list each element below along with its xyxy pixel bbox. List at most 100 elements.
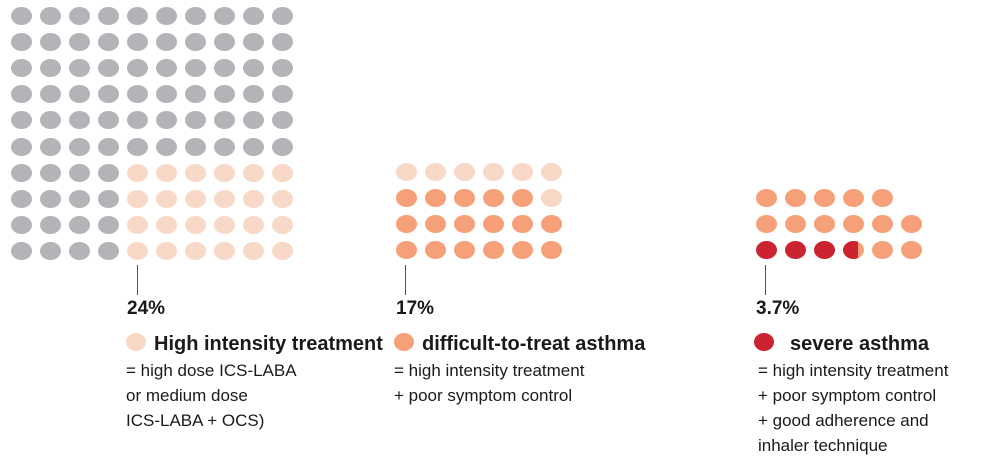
orange-dot (454, 241, 475, 260)
grey-dot (69, 85, 90, 104)
light_peach-dot (272, 189, 293, 208)
grey-dot (272, 137, 293, 156)
orange-swatch-icon (394, 333, 414, 351)
orange-dot (425, 189, 446, 208)
grey-dot (214, 59, 235, 78)
light_peach-dot (214, 241, 235, 260)
percent-label-3: 3.7% (756, 298, 800, 319)
orange-dot (425, 215, 446, 234)
light_peach-dot (127, 163, 148, 182)
light_peach-dot (214, 163, 235, 182)
light_peach-dot (214, 215, 235, 234)
grey-dot (11, 7, 32, 25)
legend-desc-line: inhaler technique (758, 436, 888, 455)
orange-dot (901, 215, 922, 234)
grey-dot (11, 137, 32, 156)
grey-dot (127, 85, 148, 104)
grey-dot (98, 33, 119, 52)
light_peach-dot (185, 189, 206, 208)
light_peach-dot (127, 241, 148, 260)
legend-title: High intensity treatment (154, 333, 383, 355)
light_peach-dot (156, 163, 177, 182)
orange-dot (512, 215, 533, 234)
light_peach-dot (156, 241, 177, 260)
grey-dot (98, 163, 119, 182)
light_peach-dot (156, 215, 177, 234)
grey-dot (98, 137, 119, 156)
red-swatch-icon (754, 333, 774, 351)
grey-dot (40, 33, 61, 52)
grey-dot (185, 137, 206, 156)
light_peach-dot (454, 163, 475, 181)
legend-desc-line: = high dose ICS-LABA (126, 361, 297, 380)
grey-dot (40, 111, 61, 130)
legend-title: difficult-to-treat asthma (422, 333, 646, 355)
grey-dot (69, 59, 90, 78)
grey-dot (40, 7, 61, 25)
legend-desc-line: = high intensity treatment (758, 361, 949, 380)
light_peach-dot (127, 189, 148, 208)
grey-dot (69, 7, 90, 25)
grey-dot (156, 111, 177, 130)
orange-dot (483, 189, 504, 208)
orange-dot (872, 241, 893, 260)
grey-dot (127, 33, 148, 52)
red-dot (756, 241, 777, 260)
legend-difficult-to-treat: difficult-to-treat asthma = high intensi… (394, 332, 724, 408)
grey-dot (40, 215, 61, 234)
light_peach-dot (185, 215, 206, 234)
grey-dot (127, 59, 148, 78)
grey-dot (11, 163, 32, 182)
red-dot (785, 241, 806, 260)
orange-dot (396, 241, 417, 260)
orange-dot (483, 215, 504, 234)
grey-dot (185, 85, 206, 104)
grey-dot (98, 85, 119, 104)
orange-dot (843, 189, 864, 207)
red-dot (814, 241, 835, 260)
light_peach-dot (127, 215, 148, 234)
orange-dot (785, 189, 806, 207)
grey-dot (40, 85, 61, 104)
pointer-line-1 (137, 265, 138, 295)
light_peach-dot (243, 215, 264, 234)
grey-dot (40, 59, 61, 78)
orange-dot (814, 189, 835, 207)
light-peach-swatch-icon (126, 333, 146, 351)
light_peach-dot (396, 163, 417, 181)
grey-dot (40, 241, 61, 260)
grey-dot (156, 33, 177, 52)
light_peach-dot (272, 241, 293, 260)
legend-desc-line: or medium dose (126, 386, 248, 405)
legend-desc-line: + good adherence and (758, 411, 929, 430)
grey-dot (11, 189, 32, 208)
grey-dot (156, 137, 177, 156)
orange-dot (872, 189, 893, 207)
grey-dot (243, 33, 264, 52)
orange-dot (872, 215, 893, 234)
grey-dot (185, 7, 206, 25)
legend-desc-line: = high intensity treatment (394, 361, 585, 380)
grey-dot (11, 215, 32, 234)
orange-dot (756, 215, 777, 234)
light_peach-dot (185, 241, 206, 260)
orange-dot (756, 189, 777, 207)
grey-dot (69, 33, 90, 52)
grey-dot (40, 163, 61, 182)
percent-label-2: 17% (396, 298, 435, 319)
legend-desc-line: + poor symptom control (394, 386, 573, 405)
grey-dot (243, 59, 264, 78)
grey-dot (214, 137, 235, 156)
grey-dot (69, 189, 90, 208)
grey-dot (272, 111, 293, 130)
grey-dot (272, 7, 293, 25)
grey-dot (272, 33, 293, 52)
grey-dot (69, 137, 90, 156)
legend-title: severe asthma (790, 333, 929, 355)
grey-dot (243, 85, 264, 104)
grey-dot (127, 111, 148, 130)
orange-dot (396, 215, 417, 234)
grey-dot (40, 189, 61, 208)
grey-dot (69, 215, 90, 234)
grey-dot (69, 163, 90, 182)
